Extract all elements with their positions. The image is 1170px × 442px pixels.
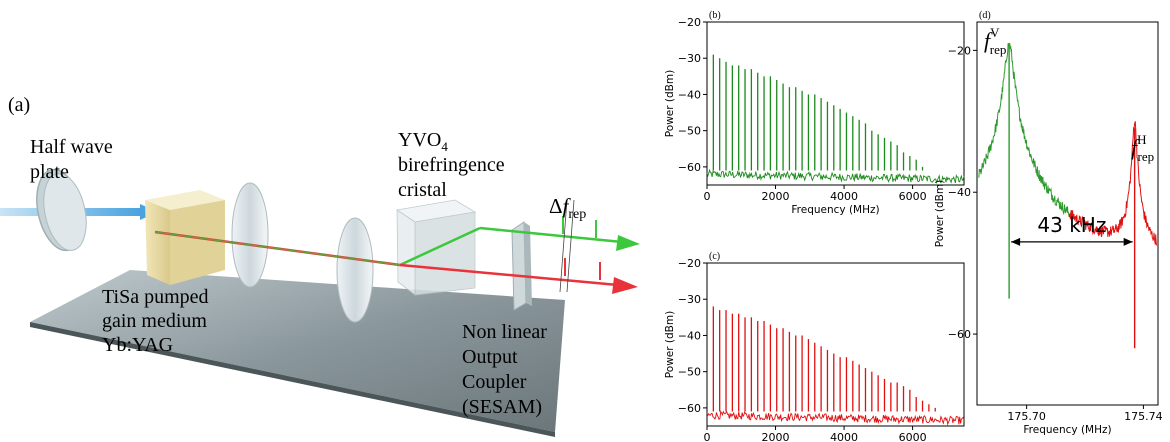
panel-label-a: (a) <box>8 94 30 116</box>
label-frep-v: fV rep <box>984 25 1006 57</box>
lens-2 <box>336 217 374 323</box>
x-tick-label: 2000 <box>762 190 790 203</box>
y-tick-label: −30 <box>678 52 701 65</box>
label-ybyag: Yb:YAG <box>102 334 173 356</box>
label-delta-frep: Δfrep <box>549 194 586 222</box>
optical-table-edge <box>30 322 555 437</box>
y-tick-label: −60 <box>678 402 701 415</box>
label-yvo4: YVO4 <box>398 129 448 154</box>
pulse-markers <box>559 199 601 293</box>
green-beam-intracavity <box>154 231 401 266</box>
x-tick-label: 175.74 <box>1124 410 1163 423</box>
y-tick-label: −40 <box>678 329 701 342</box>
x-axis-label: Frequency (MHz) <box>791 204 879 216</box>
label-output: Output <box>462 346 518 368</box>
y-tick-label: −50 <box>678 125 701 138</box>
spacing-arrow-right-head <box>1123 237 1133 246</box>
spacing-annotation: 43 kHz <box>1037 213 1106 237</box>
trace-v-polarization <box>978 43 1073 220</box>
panel-label: (b) <box>709 10 721 21</box>
plot-frame <box>976 21 1159 406</box>
y-tick-label: −30 <box>678 293 701 306</box>
plot-frame <box>706 21 965 186</box>
y-axis-label: Power (dBm) <box>664 70 676 137</box>
output-coupler <box>511 221 532 311</box>
yvo4-crystal <box>395 199 477 296</box>
green-beam-out <box>479 226 623 244</box>
x-tick-label: 175.70 <box>1007 410 1046 423</box>
spacing-arrow-left-head <box>1011 237 1021 246</box>
label-cristal: cristal <box>398 179 447 201</box>
label-plate: plate <box>30 161 69 183</box>
y-tick-label: −40 <box>948 186 971 199</box>
x-tick-label: 0 <box>704 190 711 203</box>
half-wave-plate <box>36 168 87 252</box>
y-tick-label: −50 <box>678 366 701 379</box>
gain-medium-crystal <box>145 190 225 285</box>
plot-frame <box>706 262 965 427</box>
x-tick-label: 2000 <box>762 431 790 442</box>
x-tick-label: 4000 <box>830 190 858 203</box>
y-axis-label: Power (dBm) <box>664 311 676 378</box>
green-beam-split <box>399 226 481 267</box>
label-frep-h: fH rep <box>1131 132 1154 164</box>
x-tick-label: 4000 <box>830 431 858 442</box>
trace-h-polarization <box>1068 121 1157 246</box>
x-tick-label: 6000 <box>899 190 927 203</box>
panel-label: (c) <box>709 251 720 262</box>
x-tick-label: 6000 <box>899 431 927 442</box>
label-non-linear: Non linear <box>462 321 547 343</box>
y-tick-label: −40 <box>678 88 701 101</box>
x-tick-label: 0 <box>704 431 711 442</box>
y-tick-label: −60 <box>678 161 701 174</box>
label-tisa: TiSa pumped <box>102 286 209 308</box>
label-gain-medium: gain medium <box>102 310 207 332</box>
y-tick-label: −20 <box>678 16 701 29</box>
label-birefringence: birefringence <box>398 154 505 176</box>
panel-label: (d) <box>979 10 991 21</box>
label-half-wave: Half wave <box>30 136 113 158</box>
noise-floor-trace <box>706 168 965 184</box>
chart-b: 0 2000 4000 6000 −20 −30 −40 −50 −60 Frequency (M… <box>664 10 965 216</box>
label-sesam: (SESAM) <box>462 396 542 418</box>
setup-diagram: (a) Half wave plate YVO4 birefringence c… <box>0 94 640 437</box>
y-tick-label: −20 <box>678 257 701 270</box>
y-tick-label: −60 <box>948 328 971 341</box>
lens-1 <box>231 182 269 288</box>
x-axis-label: Frequency (MHz) <box>1023 424 1111 436</box>
y-axis-label: Power (dBm) <box>934 180 946 247</box>
noise-floor-trace <box>706 410 965 426</box>
label-coupler: Coupler <box>462 371 527 393</box>
y-tick-label: −20 <box>948 44 971 57</box>
red-beam-out <box>399 263 619 287</box>
chart-d: 175.70 175.74 −20 −40 −60 Frequency (MHz) Powe… <box>934 10 1163 436</box>
optical-table <box>30 270 565 432</box>
green-beam-arrow <box>616 235 640 251</box>
red-beam-arrow <box>612 277 638 294</box>
